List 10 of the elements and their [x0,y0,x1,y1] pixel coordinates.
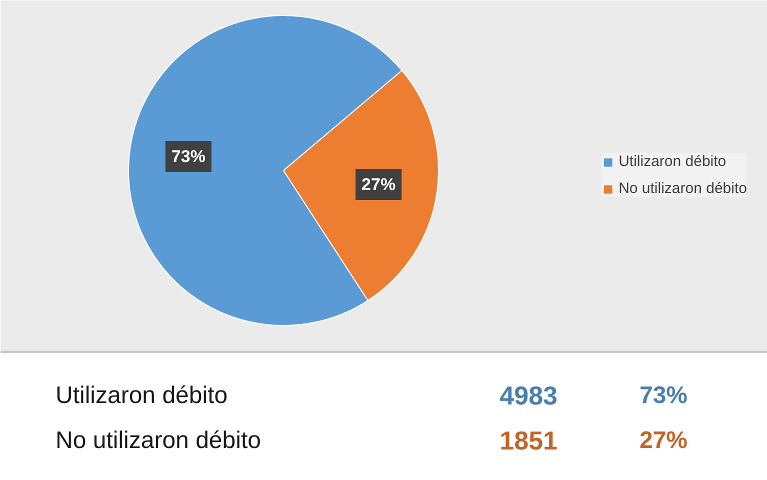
text: 4983 [500,380,558,410]
slice-label: Utilizaron débito [56,382,228,409]
data-label: 73% [171,146,206,166]
data-label: 27% [362,175,396,194]
legend-label: Utilizaron débito [618,153,726,170]
text: 73% [639,382,688,409]
legend-label: No utilizaron débito [618,180,747,197]
text: 27% [639,427,688,454]
text: 1851 [500,426,558,456]
category-label: No utilizaron débito [56,427,261,454]
